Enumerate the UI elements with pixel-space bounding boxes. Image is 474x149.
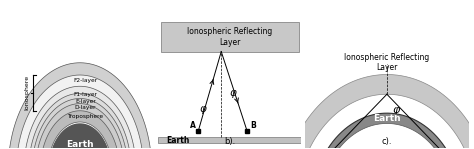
Polygon shape	[286, 74, 474, 149]
Polygon shape	[49, 124, 111, 149]
Text: Earth: Earth	[166, 136, 190, 145]
Text: D-layer: D-layer	[75, 105, 96, 110]
Bar	[161, 22, 299, 52]
Text: B: B	[250, 121, 255, 130]
Polygon shape	[17, 75, 144, 149]
Text: a).: a).	[74, 136, 85, 145]
Text: b).: b).	[224, 138, 236, 146]
Text: F2-layer: F2-layer	[73, 78, 98, 83]
Polygon shape	[36, 104, 124, 149]
Text: Ionospheric Reflecting
Layer: Ionospheric Reflecting Layer	[187, 27, 273, 47]
Text: φ: φ	[199, 104, 206, 114]
Polygon shape	[32, 98, 128, 149]
Polygon shape	[315, 113, 459, 149]
Text: Earth: Earth	[66, 140, 94, 149]
Text: A: A	[190, 121, 195, 130]
Text: E-layer: E-layer	[75, 98, 96, 104]
Text: c).: c).	[382, 137, 392, 146]
Polygon shape	[8, 63, 152, 149]
Text: φ: φ	[392, 105, 400, 115]
Text: Ionospheric Reflecting
Layer: Ionospheric Reflecting Layer	[344, 53, 429, 72]
Bar	[158, 137, 301, 143]
Text: Troposphere: Troposphere	[67, 114, 103, 119]
Text: F1-layer: F1-layer	[73, 92, 98, 97]
Text: Earth: Earth	[373, 114, 401, 123]
Text: Ionosphere: Ionosphere	[25, 75, 30, 110]
Polygon shape	[24, 86, 136, 149]
Polygon shape	[28, 93, 131, 149]
Polygon shape	[40, 111, 119, 149]
Text: φ: φ	[229, 88, 236, 98]
